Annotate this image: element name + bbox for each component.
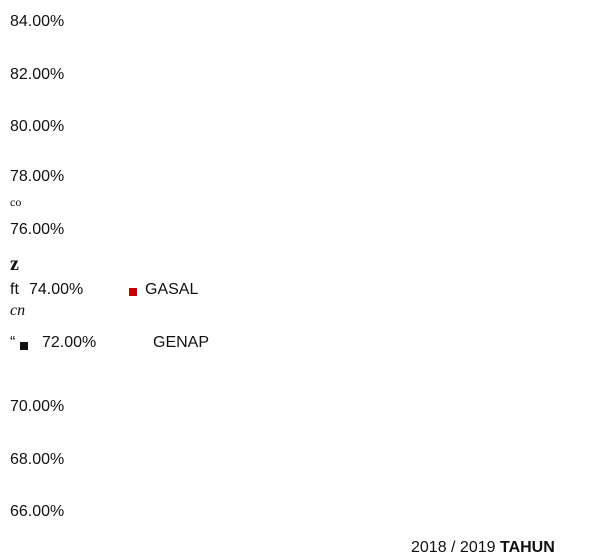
legend-label: GASAL [145, 281, 199, 298]
axis-label: 84.00% [10, 13, 65, 30]
fragment: co [10, 195, 22, 209]
axis-label: 70.00% [10, 398, 65, 415]
axis-label: 74.00% [29, 281, 84, 298]
axis-label: 72.00% [42, 334, 97, 351]
axis-label: 76.00% [10, 221, 65, 238]
legend-swatch [20, 342, 28, 350]
footer-years: 2018 / 2019 [411, 539, 496, 556]
axis-label: 80.00% [10, 118, 65, 135]
axis-label: 78.00% [10, 168, 65, 185]
axis-label: 82.00% [10, 66, 65, 83]
fragment: “ [10, 334, 16, 351]
axis-label: 68.00% [10, 451, 65, 468]
fragment: z [10, 253, 19, 275]
axis-label: 66.00% [10, 503, 65, 520]
fragment: ft [10, 281, 19, 298]
legend-label: GENAP [153, 334, 210, 351]
fragment: cn [10, 302, 26, 319]
footer: 2018 / 2019 TAHUN [411, 538, 555, 558]
legend-swatch [129, 288, 137, 296]
footer-label: TAHUN [499, 539, 555, 556]
